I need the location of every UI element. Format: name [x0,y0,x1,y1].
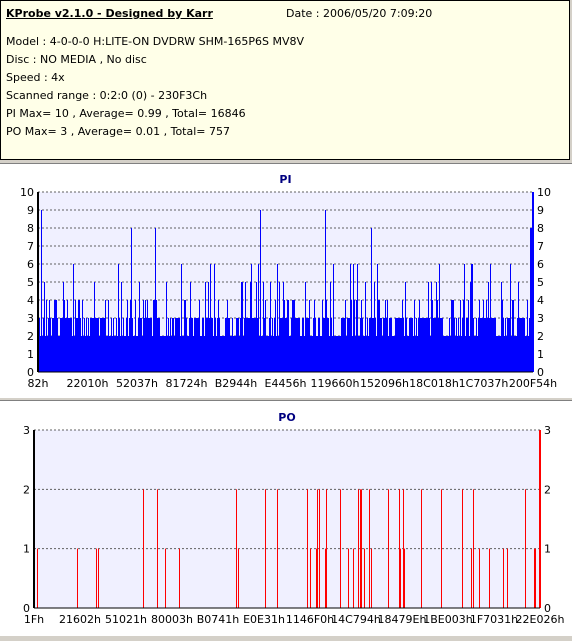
x-tick-label: 1Fh [24,613,44,626]
y-tick-label-right: 0 [544,602,551,615]
y-tick-label-right: 9 [537,204,544,217]
pi-chart-panel: PI 0 0 1 1 2 2 3 3 4 4 5 5 6 6 7 7 8 8 9 9 10 10 82h 22010h 52037… [0,163,572,398]
y-tick-label-right: 3 [537,312,544,325]
x-tick-label: 1C7037h [459,377,509,390]
y-tick-label-left: 2 [27,330,34,343]
y-tick-label-left: 2 [23,483,30,496]
y-tick-label-right: 6 [537,258,544,271]
range-label: Scanned range : 0:2:0 (0) - 230F3Ch [6,89,208,102]
y-tick-label-right: 0 [537,366,544,379]
y-tick-label-left: 3 [23,424,30,437]
x-tick-label: 81724h [166,377,208,390]
y-tick-label-right: 5 [537,276,544,289]
x-tick-label: 51021h [105,613,147,626]
x-tick-label: 152096h [360,377,409,390]
x-tick-label: 52037h [116,377,158,390]
x-tick-label: 82h [28,377,49,390]
y-tick-label-left: 0 [23,602,30,615]
chart-title: PO [278,411,295,424]
date-label: Date : 2006/05/20 7:09:20 [286,7,433,20]
y-tick-label-right: 1 [544,543,551,556]
y-tick-label-right: 1 [537,348,544,361]
x-tick-label: B0741h [197,613,240,626]
x-tick-label: 119660h [311,377,360,390]
speed-label: Speed : 4x [6,71,65,84]
y-tick-label-left: 8 [27,222,34,235]
chart-title: PI [279,173,291,186]
y-tick-label-right: 4 [537,294,544,307]
model-label: Model : 4-0-0-0 H:LITE-ON DVDRW SHM-165P… [6,35,305,48]
y-tick-label-left: 0 [27,366,34,379]
plot-area [34,430,540,608]
y-tick-label-left: 3 [27,312,34,325]
app-title: KProbe v2.1.0 - Designed by Karr [6,7,213,20]
y-tick-label-right: 8 [537,222,544,235]
x-tick-label: 1BE003h [423,613,472,626]
y-tick-label-left: 1 [23,543,30,556]
y-tick-label-left: 7 [27,240,34,253]
disc-label: Disc : NO MEDIA , No disc [6,53,147,66]
po-chart-panel: PO 0 0 1 1 2 2 3 3 1Fh 21602h 51021h 80003h B0741h E0E… [0,400,572,636]
x-tick-label: 80003h [151,613,193,626]
y-tick-label-left: 5 [27,276,34,289]
x-tick-label: 22E026h [516,613,565,626]
pi-stats-label: PI Max= 10 , Average= 0.99 , Total= 1684… [6,107,246,120]
y-tick-label-left: 4 [27,294,34,307]
data-bars [37,489,536,608]
y-tick-label-right: 2 [537,330,544,343]
y-tick-label-right: 2 [544,483,551,496]
x-tick-label: 18479Eh [378,613,427,626]
y-tick-label-left: 1 [27,348,34,361]
x-tick-label: 200F54h [509,377,557,390]
y-tick-label-right: 10 [537,186,551,199]
x-tick-label: 1F7031h [470,613,518,626]
y-tick-label-right: 3 [544,424,551,437]
x-tick-label: 14C794h [331,613,381,626]
x-tick-label: 18C018h [409,377,459,390]
x-tick-label: E4456h [265,377,307,390]
po-stats-label: PO Max= 3 , Average= 0.01 , Total= 757 [6,125,230,138]
y-tick-label-left: 6 [27,258,34,271]
y-tick-label-left: 9 [27,204,34,217]
y-tick-label-left: 10 [20,186,34,199]
x-tick-label: E0E31h [243,613,285,626]
po-chart: PO 0 0 1 1 2 2 3 3 1Fh 21602h 51021h 80003h B0741h E0E… [23,411,565,626]
y-tick-label-right: 7 [537,240,544,253]
pi-chart: PI 0 0 1 1 2 2 3 3 4 4 5 5 6 6 7 7 8 8 9 9 10 10 82h 22010h 52037… [20,173,557,390]
x-tick-label: B2944h [215,377,258,390]
x-tick-label: 1146F0h [286,613,334,626]
info-panel: KProbe v2.1.0 - Designed by Karr Date : … [0,0,570,160]
x-tick-label: 21602h [59,613,101,626]
x-tick-label: 22010h [67,377,109,390]
